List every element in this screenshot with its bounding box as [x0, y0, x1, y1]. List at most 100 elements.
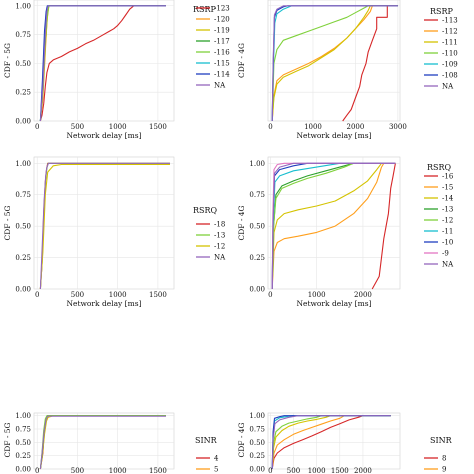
series-group: [39, 415, 166, 470]
y-tick-label: 0.50: [249, 223, 265, 231]
y-tick-label: 1.00: [249, 160, 265, 168]
legend-label: -11: [442, 228, 453, 236]
series-line-9: [271, 415, 391, 470]
legend-label: 9: [442, 466, 446, 474]
legend-label: NA: [214, 254, 226, 262]
y-tick-label: 0.00: [15, 466, 31, 474]
legend-label: -108: [442, 72, 458, 80]
x-tick-label: 2000: [347, 123, 365, 131]
series-line-NA: [271, 415, 391, 470]
y-tick-label: 0.25: [15, 254, 31, 262]
legend-title: SINR: [430, 436, 453, 445]
y-tick-label: 0.25: [249, 452, 265, 460]
panel-1: 0.00 0.25 0.50 0.75 1.00 0 500 1000 1500 Network …: [3, 0, 230, 140]
y-axis-label: CDF - 4G: [237, 422, 246, 457]
x-tick-label: 0: [35, 291, 39, 299]
x-tick-label: 2000: [354, 291, 372, 299]
panel-2: 0 1000 2000 3000 Network delay [ms] CDF - 4G R…: [237, 0, 458, 140]
x-tick-label: 1000: [308, 467, 326, 474]
legend-label: -14: [442, 195, 454, 203]
legend-label: -115: [214, 60, 230, 68]
x-tick-label: 0: [35, 123, 39, 131]
y-axis-label: CDF - 4G: [237, 205, 246, 240]
series-line--12: [39, 163, 170, 290]
x-tick-label: 1000: [109, 467, 127, 474]
series-group: [271, 415, 391, 470]
y-tick-label: 0.75: [249, 426, 265, 434]
x-tick-label: 0: [268, 467, 272, 474]
y-tick-label: 1.00: [15, 2, 31, 10]
y-tick-label: 1.00: [15, 412, 31, 420]
legend-label: -12: [214, 243, 225, 251]
series-line--110: [271, 5, 398, 122]
series-line-8: [271, 415, 391, 470]
y-tick-label: 0.50: [15, 439, 31, 447]
legend-label: -123: [214, 5, 230, 13]
legend-label: -16: [442, 173, 454, 181]
legend: RSRP-123 -120 -119 -117 -116 -115 -114 NA: [193, 5, 230, 90]
x-tick-label: 0: [268, 123, 272, 131]
y-tick-label: 0.00: [249, 286, 265, 294]
x-tick-label: 1000: [109, 123, 127, 131]
x-tick-label: 1500: [331, 467, 349, 474]
series-line--123: [39, 5, 166, 122]
panel-3: 0.00 0.25 0.50 0.75 1.00 0 500 1000 1500 Network …: [3, 156, 226, 308]
plot-area: [267, 0, 401, 122]
legend-label: -113: [442, 17, 458, 25]
legend-label: -109: [442, 61, 458, 69]
legend-label: -117: [214, 38, 230, 46]
series-group: [39, 5, 166, 122]
series-line-10: [271, 415, 391, 470]
y-axis-label: CDF - 5G: [3, 43, 12, 78]
plot-area: [33, 156, 175, 290]
legend-label: NA: [442, 261, 454, 269]
x-tick-label: 1500: [149, 291, 167, 299]
legend-title: RSRP: [430, 7, 454, 16]
series-line-NA: [271, 162, 396, 290]
legend-label: -13: [214, 232, 225, 240]
plot-area: [33, 412, 175, 470]
x-tick-label: 0: [35, 467, 39, 474]
legend-label: -10: [442, 239, 453, 247]
x-tick-label: 500: [287, 467, 300, 474]
y-axis-label: CDF - 4G: [237, 43, 246, 78]
x-tick-label: 500: [71, 467, 84, 474]
y-tick-label: 0.75: [15, 426, 31, 434]
legend-label: 5: [214, 466, 218, 474]
x-axis-label: Network delay [ms]: [296, 131, 371, 140]
series-group: [39, 162, 170, 290]
series-line--111: [271, 5, 398, 122]
legend-label: -111: [442, 39, 458, 47]
legend-label: -114: [214, 71, 230, 79]
legend-label: -9: [442, 250, 449, 258]
y-tick-label: 0.75: [15, 31, 31, 39]
y-tick-label: 1.00: [249, 412, 265, 420]
y-tick-label: 0.50: [249, 439, 265, 447]
x-tick-label: 1000: [308, 291, 326, 299]
series-line--14: [271, 162, 396, 290]
x-tick-label: 1500: [149, 123, 167, 131]
x-tick-label: 0: [268, 291, 272, 299]
legend: SINR 8 9: [424, 436, 453, 474]
series-line-NA: [271, 5, 398, 122]
x-tick-label: 1000: [109, 291, 127, 299]
y-tick-label: 0.00: [249, 466, 265, 474]
legend-label: NA: [214, 82, 226, 90]
legend: RSRP-113 -112 -111 -110 -109 -108 NA: [424, 7, 458, 91]
y-tick-label: 1.00: [15, 160, 31, 168]
legend-label: 4: [214, 455, 219, 463]
series-line-NA: [39, 5, 166, 122]
series-line--15: [271, 162, 396, 290]
series-line-NA: [39, 415, 166, 470]
series-line--16: [371, 163, 396, 290]
x-tick-label: 500: [71, 123, 84, 131]
legend-label: NA: [442, 83, 454, 91]
y-axis-label: CDF - 5G: [3, 422, 12, 457]
legend-label: -116: [214, 49, 230, 57]
legend-label: -120: [214, 16, 230, 24]
legend: RSRQ -18 -13 -12 NA: [193, 206, 226, 262]
plot-area: [33, 0, 175, 122]
x-tick-label: 1500: [149, 467, 167, 474]
y-tick-label: 0.50: [15, 223, 31, 231]
